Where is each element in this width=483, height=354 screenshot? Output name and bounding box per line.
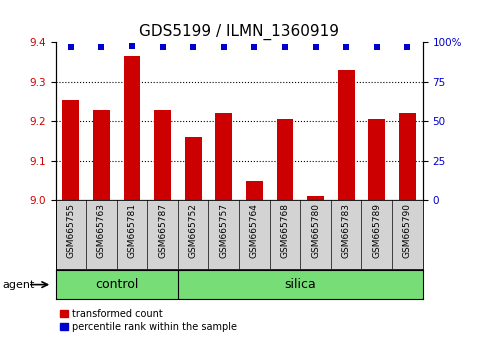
Bar [246, 181, 263, 200]
Text: GSM665752: GSM665752 [189, 204, 198, 258]
Bar [62, 99, 79, 200]
Text: GSM665787: GSM665787 [158, 204, 167, 258]
Bar [185, 137, 201, 200]
Text: GSM665790: GSM665790 [403, 204, 412, 258]
Text: GSM665781: GSM665781 [128, 204, 137, 258]
Bar [399, 113, 416, 200]
Bar [307, 196, 324, 200]
Point [342, 44, 350, 50]
Point [220, 44, 227, 50]
Text: GSM665783: GSM665783 [341, 204, 351, 258]
Point [403, 44, 411, 50]
Text: silica: silica [284, 278, 316, 291]
Title: GDS5199 / ILMN_1360919: GDS5199 / ILMN_1360919 [139, 23, 339, 40]
Text: GSM665789: GSM665789 [372, 204, 381, 258]
Bar [93, 110, 110, 200]
Text: GSM665757: GSM665757 [219, 204, 228, 258]
Bar [154, 110, 171, 200]
Text: GSM665768: GSM665768 [281, 204, 289, 258]
Bar [369, 119, 385, 200]
Text: GSM665763: GSM665763 [97, 204, 106, 258]
Text: agent: agent [2, 280, 35, 290]
Point [67, 44, 75, 50]
Text: GSM665764: GSM665764 [250, 204, 259, 258]
Bar [124, 56, 141, 200]
Legend: transformed count, percentile rank within the sample: transformed count, percentile rank withi… [60, 309, 237, 332]
Point [251, 44, 258, 50]
Text: GSM665780: GSM665780 [311, 204, 320, 258]
Point [189, 44, 197, 50]
Text: control: control [95, 278, 139, 291]
Point [281, 44, 289, 50]
Bar [215, 113, 232, 200]
Text: GSM665755: GSM665755 [66, 204, 75, 258]
Point [159, 44, 167, 50]
Point [373, 44, 381, 50]
Point [98, 44, 105, 50]
Point [312, 44, 319, 50]
Point [128, 43, 136, 48]
Bar [338, 70, 355, 200]
Bar [277, 119, 293, 200]
